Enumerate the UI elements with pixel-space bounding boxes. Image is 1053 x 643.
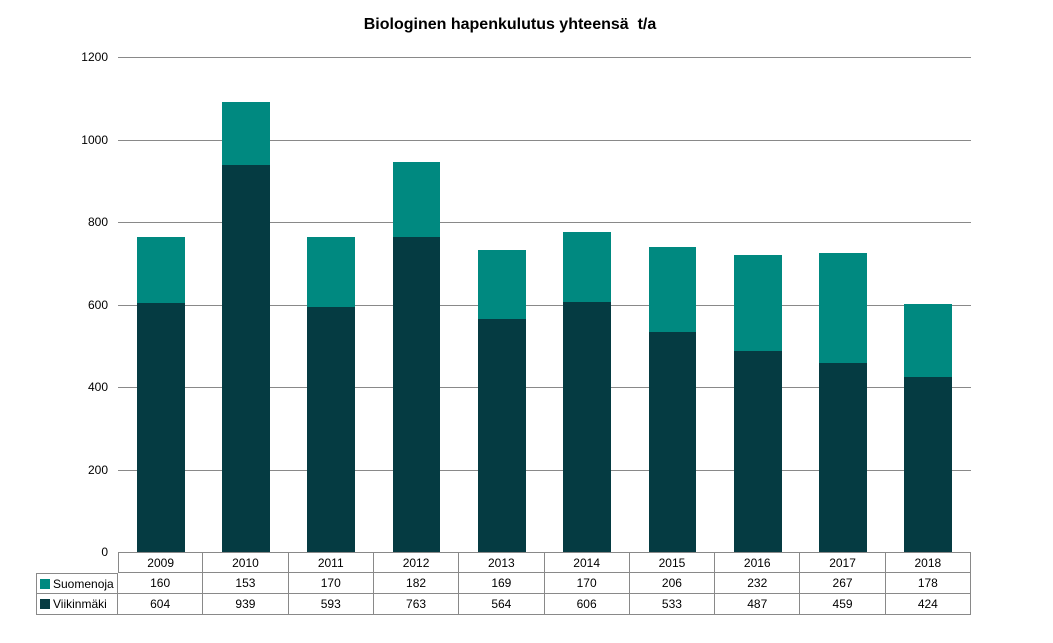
table-year-header-2014: 2014 — [544, 552, 630, 573]
bar-segment-viikinmäki-2012 — [392, 237, 441, 552]
table-value-suomenoja-2012: 182 — [373, 573, 460, 594]
legend-cell-viikinmäki: Viikinmäki — [36, 594, 118, 615]
bar-segment-suomenoja-2011 — [307, 237, 356, 308]
bar-segment-viikinmäki-2015 — [648, 332, 697, 552]
bar-segment-suomenoja-2016 — [733, 255, 782, 352]
table-value-viikinmäki-2011: 593 — [288, 594, 374, 615]
bar-segment-suomenoja-2018 — [904, 303, 953, 378]
bar-segment-suomenoja-2013 — [477, 249, 526, 320]
bar-segment-suomenoja-2009 — [136, 236, 185, 303]
table-value-viikinmäki-2018: 424 — [885, 594, 971, 615]
bar-column-2011 — [289, 57, 374, 552]
legend-swatch-suomenoja — [40, 578, 50, 589]
table-year-header-2009: 2009 — [118, 552, 204, 573]
y-tick-label-200: 200 — [87, 462, 108, 477]
table-year-header-2012: 2012 — [373, 552, 460, 573]
table-corner-spacer — [36, 552, 118, 573]
gridline-1000 — [118, 139, 971, 141]
table-value-suomenoja-2018: 178 — [885, 573, 971, 594]
y-tick-label-1000: 1000 — [81, 132, 108, 147]
table-value-suomenoja-2011: 170 — [288, 573, 374, 594]
plot-area — [118, 57, 971, 552]
bar-segment-suomenoja-2010 — [222, 101, 270, 165]
bar-segment-viikinmäki-2018 — [904, 377, 953, 552]
bar-segment-viikinmäki-2014 — [563, 302, 612, 552]
table-value-suomenoja-2015: 206 — [629, 573, 716, 594]
table-value-suomenoja-2014: 170 — [544, 573, 630, 594]
bar-column-2009 — [118, 57, 203, 552]
table-value-viikinmäki-2017: 459 — [800, 594, 886, 615]
table-value-suomenoja-2016: 232 — [715, 573, 801, 594]
bar-segment-viikinmäki-2009 — [136, 302, 185, 552]
bar-segment-suomenoja-2012 — [392, 162, 441, 238]
bar-column-2012 — [374, 57, 459, 552]
bar-segment-viikinmäki-2011 — [307, 307, 356, 552]
table-year-header-2013: 2013 — [459, 552, 545, 573]
table-value-viikinmäki-2009: 604 — [118, 594, 204, 615]
table-value-viikinmäki-2010: 939 — [203, 594, 289, 615]
table-year-header-2016: 2016 — [715, 552, 801, 573]
table-value-viikinmäki-2014: 606 — [544, 594, 630, 615]
table-year-header-2018: 2018 — [885, 552, 971, 573]
gridline-400 — [118, 387, 971, 388]
gridline-800 — [118, 222, 971, 223]
legend-cell-suomenoja: Suomenoja — [36, 573, 118, 594]
chart-title: Biologinen hapenkulutus yhteensä t/a — [363, 16, 657, 33]
table-value-suomenoja-2017: 267 — [800, 573, 886, 594]
bar-column-2016 — [715, 57, 800, 552]
bar-column-2018 — [886, 57, 971, 552]
bar-column-2010 — [203, 57, 288, 552]
bar-column-2017 — [800, 57, 885, 552]
table-value-viikinmäki-2012: 763 — [373, 594, 460, 615]
bar-column-2015 — [630, 57, 715, 552]
y-tick-label-400: 400 — [87, 380, 108, 394]
table-value-viikinmäki-2016: 487 — [715, 594, 801, 615]
table-value-viikinmäki-2015: 533 — [629, 594, 716, 615]
y-tick-label-800: 800 — [87, 215, 108, 229]
legend-label-viikinmäki: Viikinmäki — [53, 597, 107, 611]
bar-segment-viikinmäki-2017 — [819, 362, 867, 552]
y-axis-labels: 0 200 400 600 800 1000 1200 — [0, 50, 108, 559]
table-year-header-2011: 2011 — [288, 552, 374, 573]
table-year-header-2017: 2017 — [800, 552, 886, 573]
table-year-header-2010: 2010 — [203, 552, 289, 573]
bar-column-2013 — [459, 57, 544, 552]
legend-label-suomenoja: Suomenoja — [53, 576, 114, 591]
bar-series-container — [118, 57, 971, 552]
bar-segment-viikinmäki-2016 — [733, 351, 782, 552]
table-value-viikinmäki-2013: 564 — [459, 594, 545, 615]
gridline-600 — [118, 304, 971, 306]
bar-segment-suomenoja-2015 — [648, 247, 697, 333]
table-value-suomenoja-2010: 153 — [203, 573, 289, 594]
bar-segment-suomenoja-2014 — [563, 231, 612, 303]
bar-column-2014 — [544, 57, 629, 552]
legend-swatch-viikinmäki — [40, 599, 50, 609]
bar-segment-viikinmäki-2010 — [222, 164, 270, 552]
y-tick-label-1200: 1200 — [81, 50, 108, 64]
gridline-1200 — [118, 57, 971, 58]
bar-segment-suomenoja-2017 — [819, 252, 867, 363]
table-year-header-2015: 2015 — [629, 552, 716, 573]
gridline-200 — [118, 469, 971, 471]
table-value-suomenoja-2009: 160 — [118, 573, 204, 594]
data-table: 2009 2010 2011 2012 2013 2014 2015 2016 2017 2018… — [36, 552, 971, 615]
bar-segment-viikinmäki-2013 — [477, 319, 526, 552]
y-tick-label-0: 0 — [101, 545, 108, 559]
table-value-suomenoja-2013: 169 — [459, 573, 545, 594]
y-tick-label-600: 600 — [87, 297, 108, 312]
